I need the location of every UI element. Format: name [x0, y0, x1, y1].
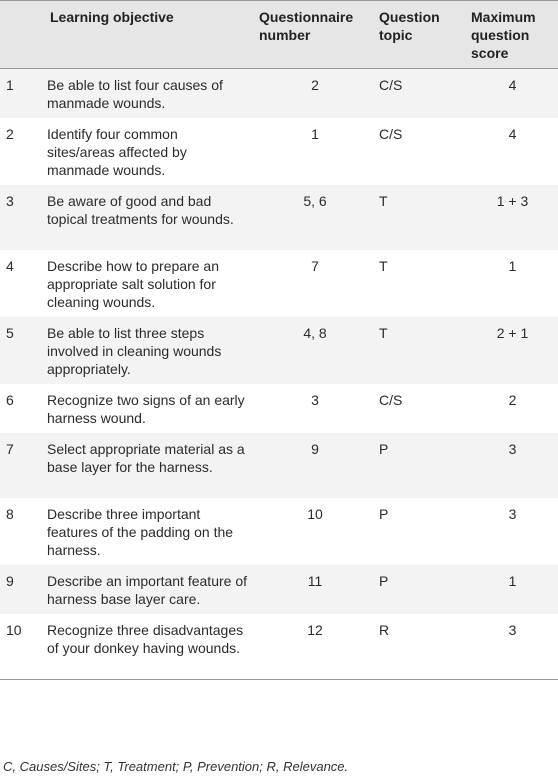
- row-number-cell: 10: [6, 622, 22, 638]
- question-topic-cell: T: [379, 325, 388, 341]
- questionnaire-number-cell: 12: [307, 622, 323, 638]
- row-number-cell: 3: [6, 193, 14, 209]
- question-topic-cell: P: [379, 506, 389, 522]
- header-row: Learning objective Questionnaire number …: [0, 0, 558, 69]
- row-number-cell: 1: [6, 77, 14, 93]
- header-question-topic: Question topic: [379, 9, 440, 43]
- table-header: Learning objective Questionnaire number …: [0, 0, 558, 69]
- question-topic-cell: T: [379, 193, 388, 209]
- maximum-score-cell: 4: [508, 126, 517, 142]
- learning-objective-cell: Be able to list four causes of manmade w…: [47, 77, 223, 111]
- table-row: 3 Be aware of good and bad topical treatm…: [0, 185, 558, 250]
- maximum-score-cell: 2: [508, 392, 517, 408]
- questionnaire-number-cell: 7: [311, 258, 319, 274]
- maximum-score-cell: 3: [508, 622, 517, 638]
- maximum-score-cell: 2 + 1: [496, 325, 529, 341]
- maximum-score-cell: 3: [508, 506, 517, 522]
- row-number-cell: 5: [6, 325, 14, 341]
- table-row: 7 Select appropriate material as a base l…: [0, 433, 558, 498]
- header-learning-objective: Learning objective: [50, 9, 174, 25]
- question-topic-cell: P: [379, 441, 389, 457]
- questionnaire-number-cell: 10: [307, 506, 323, 522]
- table-row: 10 Recognize three disadvantages of your …: [0, 614, 558, 679]
- maximum-score-cell: 4: [508, 77, 517, 93]
- question-topic-cell: P: [379, 573, 389, 589]
- maximum-score-cell: 3: [508, 441, 517, 457]
- question-topic-cell: C/S: [379, 392, 403, 408]
- question-topic-cell: C/S: [379, 126, 403, 142]
- questionnaire-number-cell: 11: [307, 573, 323, 589]
- learning-objective-cell: Recognize three disadvantages of your do…: [47, 622, 244, 656]
- learning-objective-cell: Describe three important features of the…: [47, 506, 234, 558]
- questionnaire-number-cell: 2: [311, 77, 319, 93]
- table-row: 6 Recognize two signs of an early harness…: [0, 384, 558, 433]
- row-number-cell: 7: [6, 441, 14, 457]
- header-number: [0, 1, 43, 69]
- learning-objective-cell: Recognize two signs of an early harness …: [47, 392, 245, 426]
- row-number-cell: 4: [6, 258, 14, 274]
- maximum-score-cell: 1 + 3: [496, 193, 529, 209]
- table-row: 9 Describe an important feature of harnes…: [0, 565, 558, 614]
- table-footnote: C, Causes/Sites; T, Treatment; P, Preven…: [3, 759, 349, 774]
- learning-objective-cell: Be aware of good and bad topical treatme…: [47, 193, 234, 227]
- question-topic-cell: R: [379, 622, 390, 638]
- header-maximum-question-score: Maximum question score: [471, 9, 536, 61]
- table-body: 1 Be able to list four causes of manmade …: [0, 68, 558, 679]
- question-topic-cell: T: [379, 258, 388, 274]
- questionnaire-number-cell: 9: [311, 441, 319, 457]
- table-row: 2 Identify four common sites/areas affect…: [0, 118, 558, 185]
- question-topic-cell: C/S: [379, 77, 403, 93]
- maximum-score-cell: 1: [508, 258, 517, 274]
- learning-objective-cell: Select appropriate material as a base la…: [47, 441, 245, 475]
- objectives-table-container: Learning objective Questionnaire number …: [0, 0, 558, 679]
- row-number-cell: 8: [6, 506, 14, 522]
- learning-objective-cell: Identify four common sites/areas affecte…: [47, 126, 187, 178]
- learning-objective-cell: Describe how to prepare an appropriate s…: [47, 258, 219, 310]
- table-row: 1 Be able to list four causes of manmade …: [0, 68, 558, 118]
- questionnaire-number-cell: 3: [311, 392, 319, 408]
- table-row: 4 Describe how to prepare an appropriate …: [0, 250, 558, 317]
- maximum-score-cell: 1: [508, 573, 517, 589]
- learning-objectives-table: Learning objective Questionnaire number …: [0, 0, 558, 679]
- row-number-cell: 6: [6, 392, 14, 408]
- questionnaire-number-cell: 4, 8: [303, 325, 327, 341]
- table-row: 8 Describe three important features of th…: [0, 498, 558, 565]
- learning-objective-cell: Describe an important feature of harness…: [47, 573, 247, 607]
- questionnaire-number-cell: 1: [311, 126, 319, 142]
- learning-objective-cell: Be able to list three steps involved in …: [47, 325, 222, 377]
- header-questionnaire-number: Questionnaire number: [259, 9, 354, 43]
- questionnaire-number-cell: 5, 6: [303, 193, 327, 209]
- row-number-cell: 2: [6, 126, 14, 142]
- row-number-cell: 9: [6, 573, 14, 589]
- table-row: 5 Be able to list three steps involved in…: [0, 317, 558, 384]
